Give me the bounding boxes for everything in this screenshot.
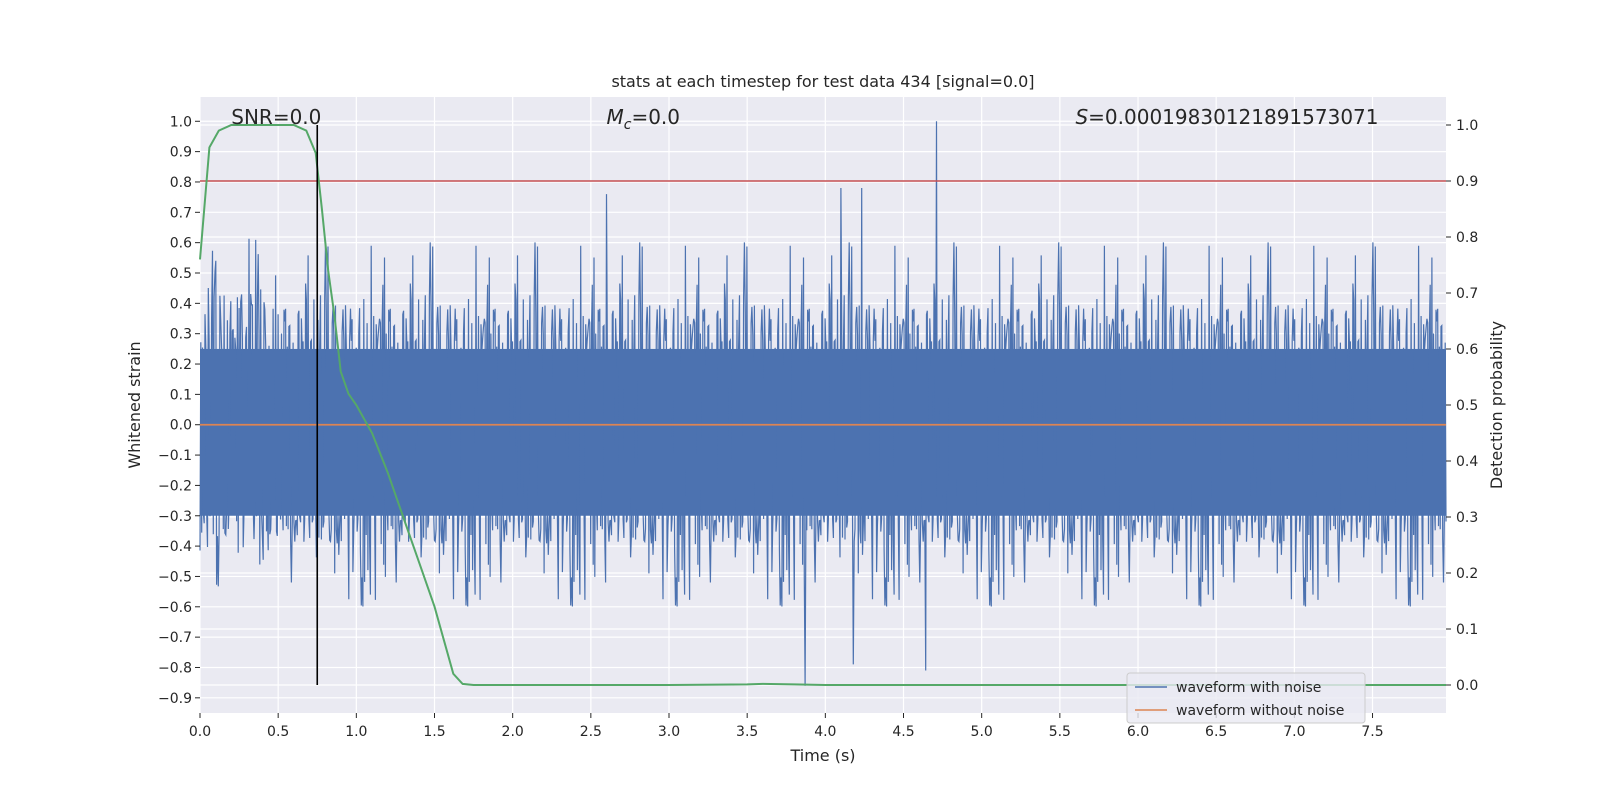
series-line-detection-probability — [199, 124, 1446, 686]
x-tick-label: 0.5 — [267, 724, 289, 740]
y-tick-label-right: 0.1 — [1456, 622, 1478, 638]
y-axis-label-right: Detection probability — [1487, 321, 1506, 489]
y-tick-label-right: 0.9 — [1456, 174, 1478, 190]
x-tick-label: 3.5 — [736, 724, 758, 740]
y-tick-label-right: 0.8 — [1456, 230, 1478, 246]
x-tick-label: 1.5 — [423, 724, 445, 740]
x-tick-label: 7.5 — [1361, 724, 1383, 740]
y-tick-label-right: 0.3 — [1456, 510, 1478, 526]
y-tick-label-left: 0.7 — [170, 205, 192, 221]
legend-box — [1126, 672, 1366, 724]
x-axis-ticks: 0.0 0.5 1.0 1.5 2.0 2.5 3.0 3.5 4.0 4.5 5.0 5.5 6.0 6… — [189, 713, 1384, 740]
y-tick-label-left: 0.2 — [170, 357, 192, 373]
x-tick-label: 2.0 — [502, 724, 524, 740]
left-axis-ticks: 1.0 0.9 0.8 0.7 0.6 0.5 0.4 0.3 0.2 0.1 0.0 −0.1 −0.… — [158, 114, 200, 707]
y-tick-label-left: −0.4 — [158, 539, 192, 555]
y-tick-label-left: 0.4 — [170, 296, 192, 312]
series-line-waveform-with-noise — [199, 121, 1447, 686]
y-tick-label-left: −0.1 — [158, 448, 192, 464]
x-tick-label: 6.5 — [1205, 724, 1227, 740]
y-tick-label-left: −0.9 — [158, 691, 192, 707]
y-tick-label-left: −0.8 — [158, 660, 192, 676]
y-tick-label-left: 0.1 — [170, 387, 192, 403]
y-tick-label-left: 0.6 — [170, 236, 192, 252]
y-tick-label-left: −0.7 — [158, 630, 192, 646]
y-tick-label-left: 0.0 — [170, 418, 192, 434]
chart-title: stats at each timestep for test data 434… — [611, 72, 1034, 91]
y-tick-label-right: 0.2 — [1456, 566, 1478, 582]
y-tick-label-right: 0.5 — [1456, 398, 1478, 414]
y-tick-label-left: 0.5 — [170, 266, 192, 282]
x-tick-label: 4.5 — [892, 724, 914, 740]
y-tick-label-right: 0.4 — [1456, 454, 1478, 470]
legend-label-noise: waveform with noise — [1176, 680, 1321, 696]
y-tick-label-left: 0.3 — [170, 327, 192, 343]
x-tick-label: 6.0 — [1127, 724, 1149, 740]
x-tick-label: 5.5 — [1049, 724, 1071, 740]
x-tick-label: 4.0 — [814, 724, 836, 740]
annotation-snr: SNR=0.0 — [231, 105, 321, 129]
annotation-chirp-mass: Mc=0.0 — [606, 105, 680, 133]
x-tick-label: 1.0 — [345, 724, 367, 740]
y-tick-label-left: −0.2 — [158, 478, 192, 494]
y-tick-label-left: −0.6 — [158, 600, 192, 616]
y-tick-label-left: −0.5 — [158, 569, 192, 585]
annotation-mc-symbol: M — [606, 105, 623, 129]
y-tick-label-left: 1.0 — [170, 114, 192, 130]
x-tick-label: 5.0 — [971, 724, 993, 740]
y-tick-label-left: 0.8 — [170, 175, 192, 191]
annotation-mc-subscript: c — [624, 117, 632, 133]
right-axis-ticks: 1.0 0.9 0.8 0.7 0.6 0.5 0.4 0.3 0.2 0.1 0.0 — [1446, 118, 1478, 694]
y-tick-label-right: 1.0 — [1456, 118, 1478, 134]
y-tick-label-right: 0.7 — [1456, 286, 1478, 302]
x-tick-label: 2.5 — [580, 724, 602, 740]
y-tick-label-right: 0.0 — [1456, 678, 1478, 694]
y-axis-label-left: Whitened strain — [125, 341, 144, 468]
legend: waveform with noise waveform without noi… — [1126, 672, 1366, 724]
x-tick-label: 3.0 — [658, 724, 680, 740]
x-axis-label: Time (s) — [789, 746, 855, 765]
x-tick-label: 7.0 — [1283, 724, 1305, 740]
annotation-s-symbol: S — [1075, 105, 1088, 129]
x-tick-label: 0.0 — [189, 724, 211, 740]
annotation-mc-value: =0.0 — [631, 105, 680, 129]
y-tick-label-left: 0.9 — [170, 145, 192, 161]
legend-label-clean: waveform without noise — [1176, 703, 1344, 719]
annotation-s-value: =0.00019830121891573071 — [1088, 105, 1378, 129]
y-tick-label-right: 0.6 — [1456, 342, 1478, 358]
series-layer — [199, 121, 1447, 686]
annotation-statistic: S=0.00019830121891573071 — [1075, 105, 1378, 129]
y-tick-label-left: −0.3 — [158, 509, 192, 525]
